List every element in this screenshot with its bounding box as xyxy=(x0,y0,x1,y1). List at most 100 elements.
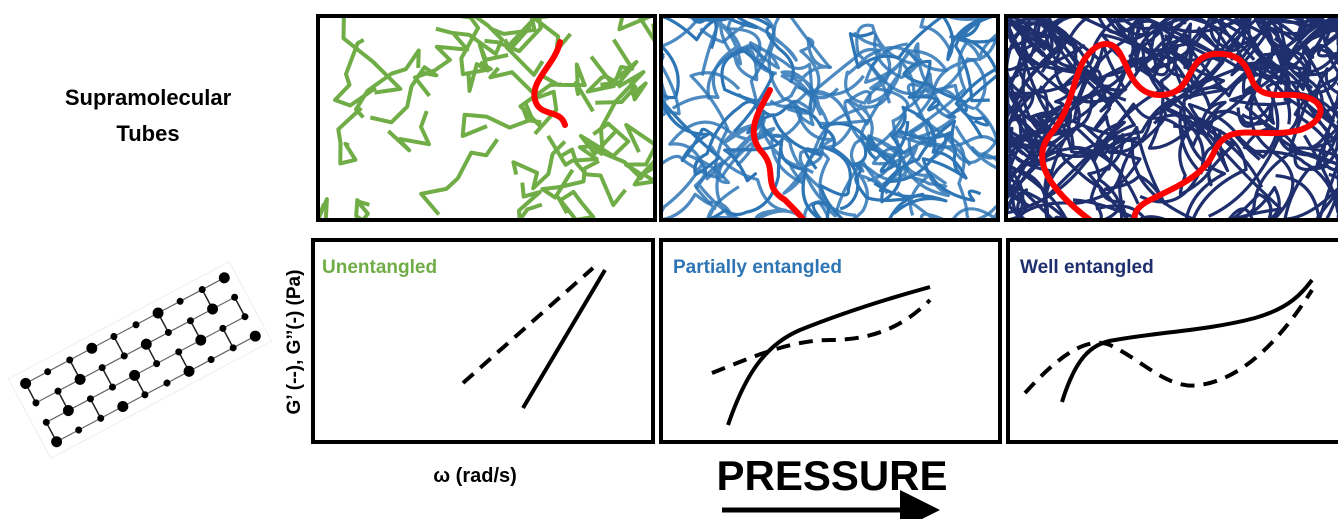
atom xyxy=(231,293,239,301)
bond xyxy=(89,398,102,419)
atom xyxy=(164,328,172,336)
chain xyxy=(671,16,759,110)
chain xyxy=(1006,16,1054,125)
chain xyxy=(818,72,975,152)
chain xyxy=(844,23,920,105)
bond xyxy=(101,355,125,369)
atom xyxy=(108,383,116,391)
y-axis-label: G’ (--), G’’(-) (Pa) xyxy=(284,270,305,415)
chain xyxy=(849,134,948,189)
atom xyxy=(117,401,129,413)
bond xyxy=(47,359,71,373)
atom xyxy=(129,369,141,381)
atom xyxy=(75,426,83,434)
row-label: Tubes xyxy=(116,121,179,146)
panel-label: Well entangled xyxy=(1020,257,1154,278)
chain xyxy=(617,16,655,44)
storage-curve xyxy=(726,285,931,426)
storage-curve xyxy=(521,268,607,410)
chain xyxy=(782,86,894,217)
chain xyxy=(585,55,619,94)
chain xyxy=(488,66,559,136)
panel-label: Partially entangled xyxy=(673,257,842,278)
chain xyxy=(333,38,377,108)
atom xyxy=(66,356,74,364)
arrow-label: PRESSURE xyxy=(716,452,947,499)
storage-curve xyxy=(1060,278,1314,403)
row-label: Supramolecular xyxy=(65,85,232,110)
chain xyxy=(1021,41,1127,134)
bond xyxy=(113,324,137,338)
atom xyxy=(218,272,230,284)
atom xyxy=(110,332,118,340)
atom xyxy=(229,344,237,352)
x-axis-label: ω (rad/s) xyxy=(433,465,517,487)
chain-network xyxy=(661,16,998,220)
panel-label: Unentangled xyxy=(322,257,437,278)
molecule-bg xyxy=(7,260,273,460)
panel-frame xyxy=(316,14,657,222)
atom xyxy=(32,399,40,407)
bond xyxy=(222,328,234,349)
chain xyxy=(435,16,504,56)
bond xyxy=(156,351,179,365)
atom xyxy=(54,387,62,395)
plot-frame xyxy=(659,238,1002,444)
chain xyxy=(511,140,567,191)
chain xyxy=(556,189,596,220)
chain xyxy=(1006,16,1063,208)
atom xyxy=(183,365,195,377)
atom xyxy=(97,414,105,422)
atom xyxy=(62,405,74,417)
chain xyxy=(746,105,860,211)
atom xyxy=(152,307,164,319)
atom xyxy=(198,286,206,294)
chain xyxy=(699,49,783,220)
atom xyxy=(249,330,261,342)
atom xyxy=(86,342,98,354)
chain xyxy=(896,175,998,220)
plot-frame xyxy=(1006,238,1338,444)
plot-frame xyxy=(311,238,655,444)
atom xyxy=(241,313,249,321)
atom xyxy=(175,348,183,356)
chain xyxy=(1006,105,1051,220)
chain xyxy=(484,16,552,54)
bond xyxy=(233,296,246,318)
chain xyxy=(598,70,646,181)
atom xyxy=(98,364,106,372)
probe-chain xyxy=(531,39,568,128)
bond xyxy=(35,390,59,404)
atom xyxy=(74,373,86,385)
chain xyxy=(661,16,795,84)
atom xyxy=(140,338,152,350)
bond xyxy=(90,386,113,400)
chain xyxy=(623,122,655,178)
chain xyxy=(369,65,439,125)
chain xyxy=(546,134,605,167)
atom xyxy=(120,352,128,360)
atom xyxy=(176,297,184,305)
bond xyxy=(179,289,203,302)
atom xyxy=(207,356,215,364)
loss-curve xyxy=(461,266,595,385)
probe-chain xyxy=(1039,40,1324,220)
chain xyxy=(413,32,470,98)
chain xyxy=(387,110,431,153)
bond xyxy=(101,367,114,388)
chain xyxy=(661,18,700,117)
chain xyxy=(353,48,421,119)
chain xyxy=(744,41,817,115)
tangles xyxy=(318,16,1338,220)
chain-network xyxy=(318,16,655,220)
chain xyxy=(848,16,998,120)
chain xyxy=(954,16,998,139)
atom xyxy=(163,379,171,387)
chain xyxy=(460,101,535,138)
panel-frame xyxy=(1004,14,1338,222)
chain xyxy=(318,197,329,220)
chain xyxy=(687,71,741,220)
chain xyxy=(661,17,680,180)
chain xyxy=(1006,100,1227,220)
bond xyxy=(78,417,102,431)
